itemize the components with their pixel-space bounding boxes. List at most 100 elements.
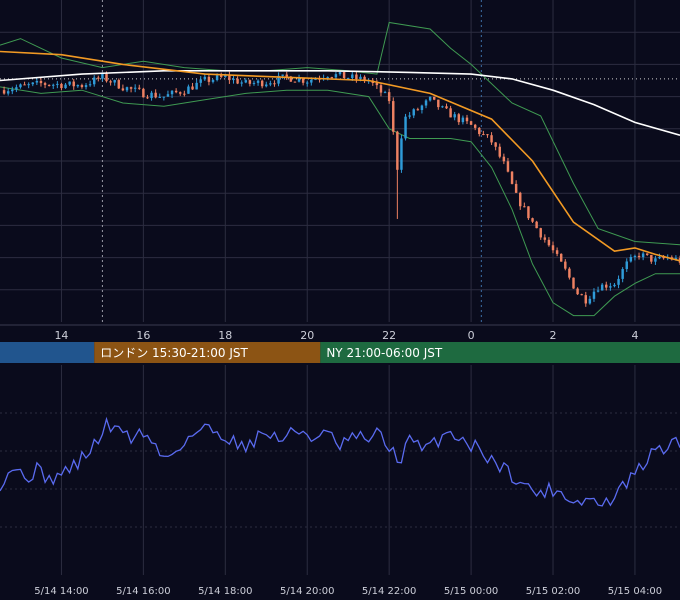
candle-body: [482, 134, 485, 136]
candle-body: [596, 290, 600, 292]
candle-body: [613, 284, 616, 287]
candle-body: [301, 78, 305, 83]
candle-body: [170, 90, 174, 95]
candle-body: [23, 84, 26, 86]
candle-body: [355, 74, 358, 80]
candle-body: [121, 88, 125, 91]
candle-body: [306, 82, 309, 84]
osc-x-tick-label: 5/15 04:00: [608, 586, 662, 597]
candle-body: [281, 74, 284, 76]
candle-body: [52, 84, 55, 86]
candle-body: [437, 99, 440, 108]
candle-body: [498, 146, 501, 157]
osc-x-tick-label: 5/15 00:00: [444, 586, 498, 597]
candle-body: [445, 106, 448, 109]
candle-body: [76, 85, 80, 87]
candle-body: [539, 228, 542, 238]
candle-body: [72, 81, 75, 87]
candle-body: [478, 127, 481, 135]
candle-body: [633, 255, 637, 258]
candle-body: [576, 288, 579, 295]
candle-body: [416, 109, 420, 111]
candle-body: [600, 284, 604, 291]
price-gridlines: [0, 0, 680, 326]
candle-body: [31, 82, 34, 85]
candle-body: [265, 84, 268, 87]
candle-body: [490, 135, 493, 143]
candle-body: [551, 245, 555, 251]
candle-body: [80, 85, 84, 88]
session-band-2: [320, 342, 680, 363]
candle-body: [277, 75, 280, 84]
candle-body: [650, 254, 653, 262]
candle-body: [297, 78, 301, 82]
ma-orange-line: [0, 50, 680, 262]
candle-body: [326, 77, 329, 79]
price-panel: 14 16 18 20 22 0 2 4: [0, 0, 680, 342]
candle-body: [39, 80, 43, 84]
candle-body: [486, 134, 489, 136]
candle-body: [236, 78, 239, 84]
candle-body: [621, 269, 624, 279]
osc-x-tick-label: 5/14 18:00: [198, 586, 252, 597]
candle-body: [256, 80, 260, 83]
candle-body: [453, 114, 456, 118]
candle-body: [64, 84, 67, 89]
bollinger-upper-line: [0, 21, 680, 246]
candle-body: [314, 78, 317, 80]
session-band-0: [0, 342, 95, 363]
candle-body: [572, 277, 575, 289]
candle-body: [646, 253, 649, 255]
candle-body: [285, 74, 288, 77]
price-series: [0, 21, 680, 317]
candle-body: [584, 295, 588, 304]
candle-body: [179, 92, 182, 94]
candle-body: [363, 76, 366, 82]
candle-body: [35, 80, 39, 83]
candle-body: [11, 89, 14, 92]
oscillator-x-axis-ticks: 5/14 14:00 5/14 16:00 5/14 18:00 5/14 20:00…: [34, 586, 662, 597]
candle-body: [441, 106, 444, 108]
candle-body: [457, 114, 461, 123]
candle-body: [519, 192, 522, 207]
candle-body: [510, 171, 514, 184]
candle-body: [273, 83, 276, 85]
candle-body: [150, 92, 153, 99]
candle-body: [396, 131, 399, 170]
candle-body: [117, 80, 121, 89]
price-x-tick-label: 14: [54, 329, 68, 342]
session-marker-lines: [101, 0, 482, 322]
candle-body: [260, 80, 264, 87]
candle-body: [404, 116, 407, 139]
candle-body: [379, 85, 383, 93]
candle-body: [211, 80, 215, 82]
candle-body: [637, 255, 641, 258]
candle-body: [420, 105, 424, 111]
candle-body: [408, 115, 411, 117]
candle-body: [588, 298, 592, 304]
candle-body: [187, 86, 190, 94]
price-x-tick-label: 0: [468, 329, 475, 342]
candle-body: [547, 239, 551, 246]
candle-body: [625, 261, 628, 270]
bollinger-lower-line: [0, 86, 680, 317]
price-x-axis-ticks: 14 16 18 20 22 0 2 4: [54, 329, 638, 342]
candle-body: [346, 77, 350, 79]
candle-body: [84, 85, 88, 88]
session-label: ロンドン 15:30-21:00 JST: [100, 346, 248, 360]
candle-body: [191, 86, 194, 90]
candle-body: [494, 142, 497, 147]
candle-body: [674, 258, 678, 260]
candle-body: [68, 81, 71, 85]
candle-body: [289, 76, 293, 82]
candle-body: [330, 77, 334, 79]
candle-body: [166, 94, 170, 97]
price-x-tick-label: 2: [550, 329, 557, 342]
candle-body: [92, 77, 96, 85]
candle-body: [338, 72, 342, 75]
candle-body: [662, 256, 665, 259]
candle-body: [56, 83, 59, 85]
osc-x-tick-label: 5/14 14:00: [34, 586, 88, 597]
candle-body: [375, 83, 379, 86]
